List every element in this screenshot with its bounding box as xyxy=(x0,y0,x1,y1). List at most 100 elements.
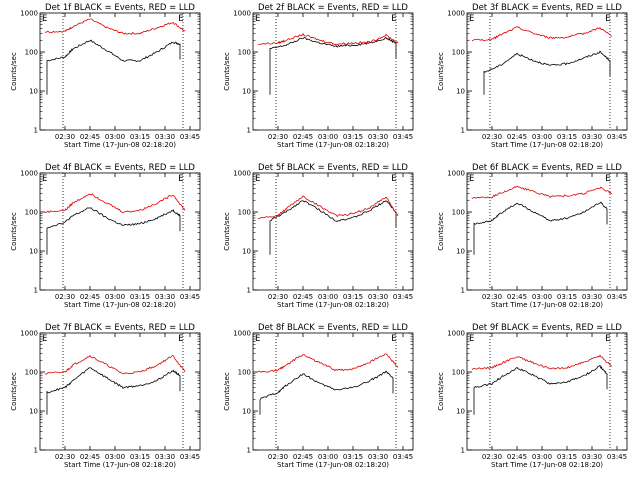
y-tick-label: 100 xyxy=(452,49,465,57)
e-marker: E xyxy=(469,334,474,344)
plot-frame xyxy=(39,332,201,451)
x-tick-label: 03:00 xyxy=(105,453,125,461)
chart-panel-2: Det 2f BLACK = Events, RED = LLD 1 10 100 10… xyxy=(223,3,414,149)
x-tick-label: 02:30 xyxy=(482,453,502,461)
e-marker: E xyxy=(255,14,260,24)
x-tick-label: 03:00 xyxy=(532,293,552,301)
y-tick-label: 100 xyxy=(25,49,38,57)
y-tick-label: 1 xyxy=(461,127,465,135)
x-tick-label: 03:45 xyxy=(180,133,200,141)
e-marker: E xyxy=(391,14,396,24)
x-tick-label: 03:45 xyxy=(607,133,627,141)
y-axis-label: Counts/sec xyxy=(437,52,445,91)
y-tick-label: 1 xyxy=(34,447,38,455)
plot-frame xyxy=(252,332,414,451)
x-tick-label: 03:15 xyxy=(557,453,577,461)
x-tick-label: 03:30 xyxy=(155,133,175,141)
y-tick-label: 100 xyxy=(25,209,38,217)
e-marker: E xyxy=(178,14,183,24)
x-axis-label: Start Time (17-Jun-08 02:18:20) xyxy=(277,301,389,309)
lld-series-line xyxy=(44,354,186,375)
y-tick-label: 1 xyxy=(247,287,251,295)
y-tick-label: 10 xyxy=(242,88,251,96)
e-marker: E xyxy=(605,174,610,184)
e-marker: E xyxy=(255,174,260,184)
y-tick-label: 100 xyxy=(452,369,465,377)
x-tick-label: 03:30 xyxy=(155,293,175,301)
x-tick-label: 03:30 xyxy=(368,293,388,301)
lld-series-line xyxy=(44,193,186,214)
y-axis-label: Counts/sec xyxy=(10,212,18,251)
x-tick-label: 03:15 xyxy=(130,453,150,461)
x-axis-label: Start Time (17-Jun-08 02:18:20) xyxy=(64,301,176,309)
lld-series-line xyxy=(257,32,399,46)
chart-title: Det 6f BLACK = Events, RED = LLD xyxy=(472,163,622,173)
y-tick-label: 1 xyxy=(34,127,38,135)
events-series-line xyxy=(46,367,181,415)
x-tick-label: 03:00 xyxy=(105,133,125,141)
y-tick-label: 1000 xyxy=(233,330,251,338)
y-tick-label: 10 xyxy=(29,408,38,416)
y-axis-label: Counts/sec xyxy=(10,372,18,411)
x-axis-label: Start Time (17-Jun-08 02:18:20) xyxy=(277,461,389,469)
y-tick-label: 1 xyxy=(247,127,251,135)
lld-series-line xyxy=(257,195,399,220)
y-tick-label: 1 xyxy=(461,287,465,295)
x-tick-label: 03:00 xyxy=(318,293,338,301)
x-tick-label: 03:15 xyxy=(343,293,363,301)
x-tick-label: 03:00 xyxy=(105,293,125,301)
x-tick-label: 02:30 xyxy=(55,453,75,461)
e-marker: E xyxy=(605,334,610,344)
chart-panel-9: Det 9f BLACK = Events, RED = LLD 1 10 100 10… xyxy=(437,323,628,469)
x-tick-label: 02:45 xyxy=(80,453,100,461)
chart-panel-1: Det 1f BLACK = Events, RED = LLD 1 10 100 10… xyxy=(10,3,201,149)
plot-frame xyxy=(39,12,201,131)
events-series-line xyxy=(473,201,608,255)
e-marker: E xyxy=(178,174,183,184)
y-tick-label: 1 xyxy=(461,447,465,455)
x-tick-label: 03:15 xyxy=(557,293,577,301)
chart-title: Det 5f BLACK = Events, RED = LLD xyxy=(258,163,408,173)
y-tick-label: 100 xyxy=(238,369,251,377)
y-tick-label: 10 xyxy=(242,408,251,416)
x-tick-label: 03:30 xyxy=(582,133,602,141)
x-tick-label: 03:30 xyxy=(582,453,602,461)
x-tick-label: 03:00 xyxy=(318,133,338,141)
x-tick-label: 03:45 xyxy=(180,293,200,301)
y-tick-label: 10 xyxy=(456,408,465,416)
x-tick-label: 03:45 xyxy=(607,293,627,301)
x-tick-label: 03:15 xyxy=(343,453,363,461)
x-tick-label: 03:45 xyxy=(393,133,413,141)
y-axis-label: Counts/sec xyxy=(223,372,231,411)
x-axis-label: Start Time (17-Jun-08 02:18:20) xyxy=(64,141,176,149)
x-tick-label: 02:30 xyxy=(268,453,288,461)
e-marker: E xyxy=(178,334,183,344)
x-axis-label: Start Time (17-Jun-08 02:18:20) xyxy=(277,141,389,149)
x-tick-label: 02:45 xyxy=(507,133,527,141)
x-tick-label: 03:15 xyxy=(557,133,577,141)
y-tick-label: 1000 xyxy=(447,10,465,18)
x-tick-label: 03:30 xyxy=(368,453,388,461)
x-tick-label: 03:30 xyxy=(368,133,388,141)
x-tick-label: 02:30 xyxy=(268,133,288,141)
plot-frame xyxy=(466,332,628,451)
lld-series-line xyxy=(257,353,399,373)
plot-frame xyxy=(39,172,201,291)
x-tick-label: 03:00 xyxy=(532,133,552,141)
y-tick-label: 10 xyxy=(29,248,38,256)
chart-title: Det 2f BLACK = Events, RED = LLD xyxy=(258,3,408,13)
e-marker: E xyxy=(469,14,474,24)
x-tick-label: 03:30 xyxy=(582,293,602,301)
y-axis-label: Counts/sec xyxy=(437,212,445,251)
x-axis-label: Start Time (17-Jun-08 02:18:20) xyxy=(491,461,603,469)
y-tick-label: 1 xyxy=(247,447,251,455)
events-series-line xyxy=(259,370,394,415)
y-tick-label: 1000 xyxy=(20,330,38,338)
y-tick-label: 1000 xyxy=(447,170,465,178)
x-tick-label: 03:00 xyxy=(318,453,338,461)
y-tick-label: 100 xyxy=(25,369,38,377)
x-tick-label: 03:30 xyxy=(155,453,175,461)
plot-frame xyxy=(252,172,414,291)
y-tick-label: 10 xyxy=(456,88,465,96)
events-series-line xyxy=(269,200,397,255)
